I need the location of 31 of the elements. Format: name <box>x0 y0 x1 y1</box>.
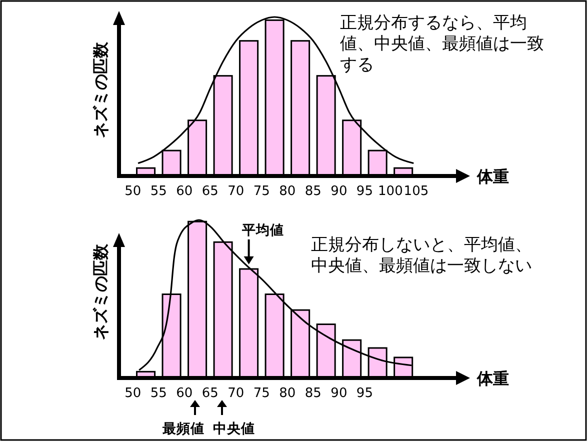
x-tick-label: 90 <box>330 184 348 199</box>
x-tick-label: 75 <box>253 386 270 401</box>
x-tick-label: 90 <box>330 386 348 401</box>
x-tick-label: 60 <box>176 386 193 401</box>
text: 最頻値 <box>161 421 204 437</box>
x-tick-label: 105 <box>404 184 429 199</box>
annotation: 正規分布しないと、平均値、中央値、最頻値は一致しない <box>311 235 532 276</box>
x-tick-label: 65 <box>202 184 218 199</box>
x-tick-label: 85 <box>304 184 322 199</box>
x-tick-label: 75 <box>253 184 270 199</box>
y-axis-title: ネズミの匹数 <box>91 243 110 340</box>
x-tick-label: 80 <box>279 184 296 199</box>
x-tick-label: 70 <box>228 386 244 401</box>
x-tick-label: 95 <box>356 386 373 401</box>
x-tick-label: 50 <box>124 184 142 199</box>
annotation: 正規分布するなら、平均値、中央値、最頻値は一致する <box>340 13 544 75</box>
x-tick-label: 55 <box>150 386 167 401</box>
x-tick-label: 55 <box>150 184 167 199</box>
x-tick-label: 65 <box>202 386 218 401</box>
x-axis-title: 体重 <box>476 369 509 388</box>
y-axis-title: ネズミの匹数 <box>91 41 110 138</box>
x-tick-label: 60 <box>176 184 193 199</box>
text: 中央値 <box>212 421 255 437</box>
x-tick-label: 95 <box>356 184 373 199</box>
annotation: 平均値 <box>240 222 284 238</box>
x-tick-label: 100 <box>378 184 403 199</box>
x-axis-title: 体重 <box>476 167 509 186</box>
x-tick-label: 50 <box>124 386 142 401</box>
x-tick-label: 85 <box>304 386 322 401</box>
x-tick-label: 70 <box>228 184 244 199</box>
x-tick-label: 80 <box>279 386 296 401</box>
